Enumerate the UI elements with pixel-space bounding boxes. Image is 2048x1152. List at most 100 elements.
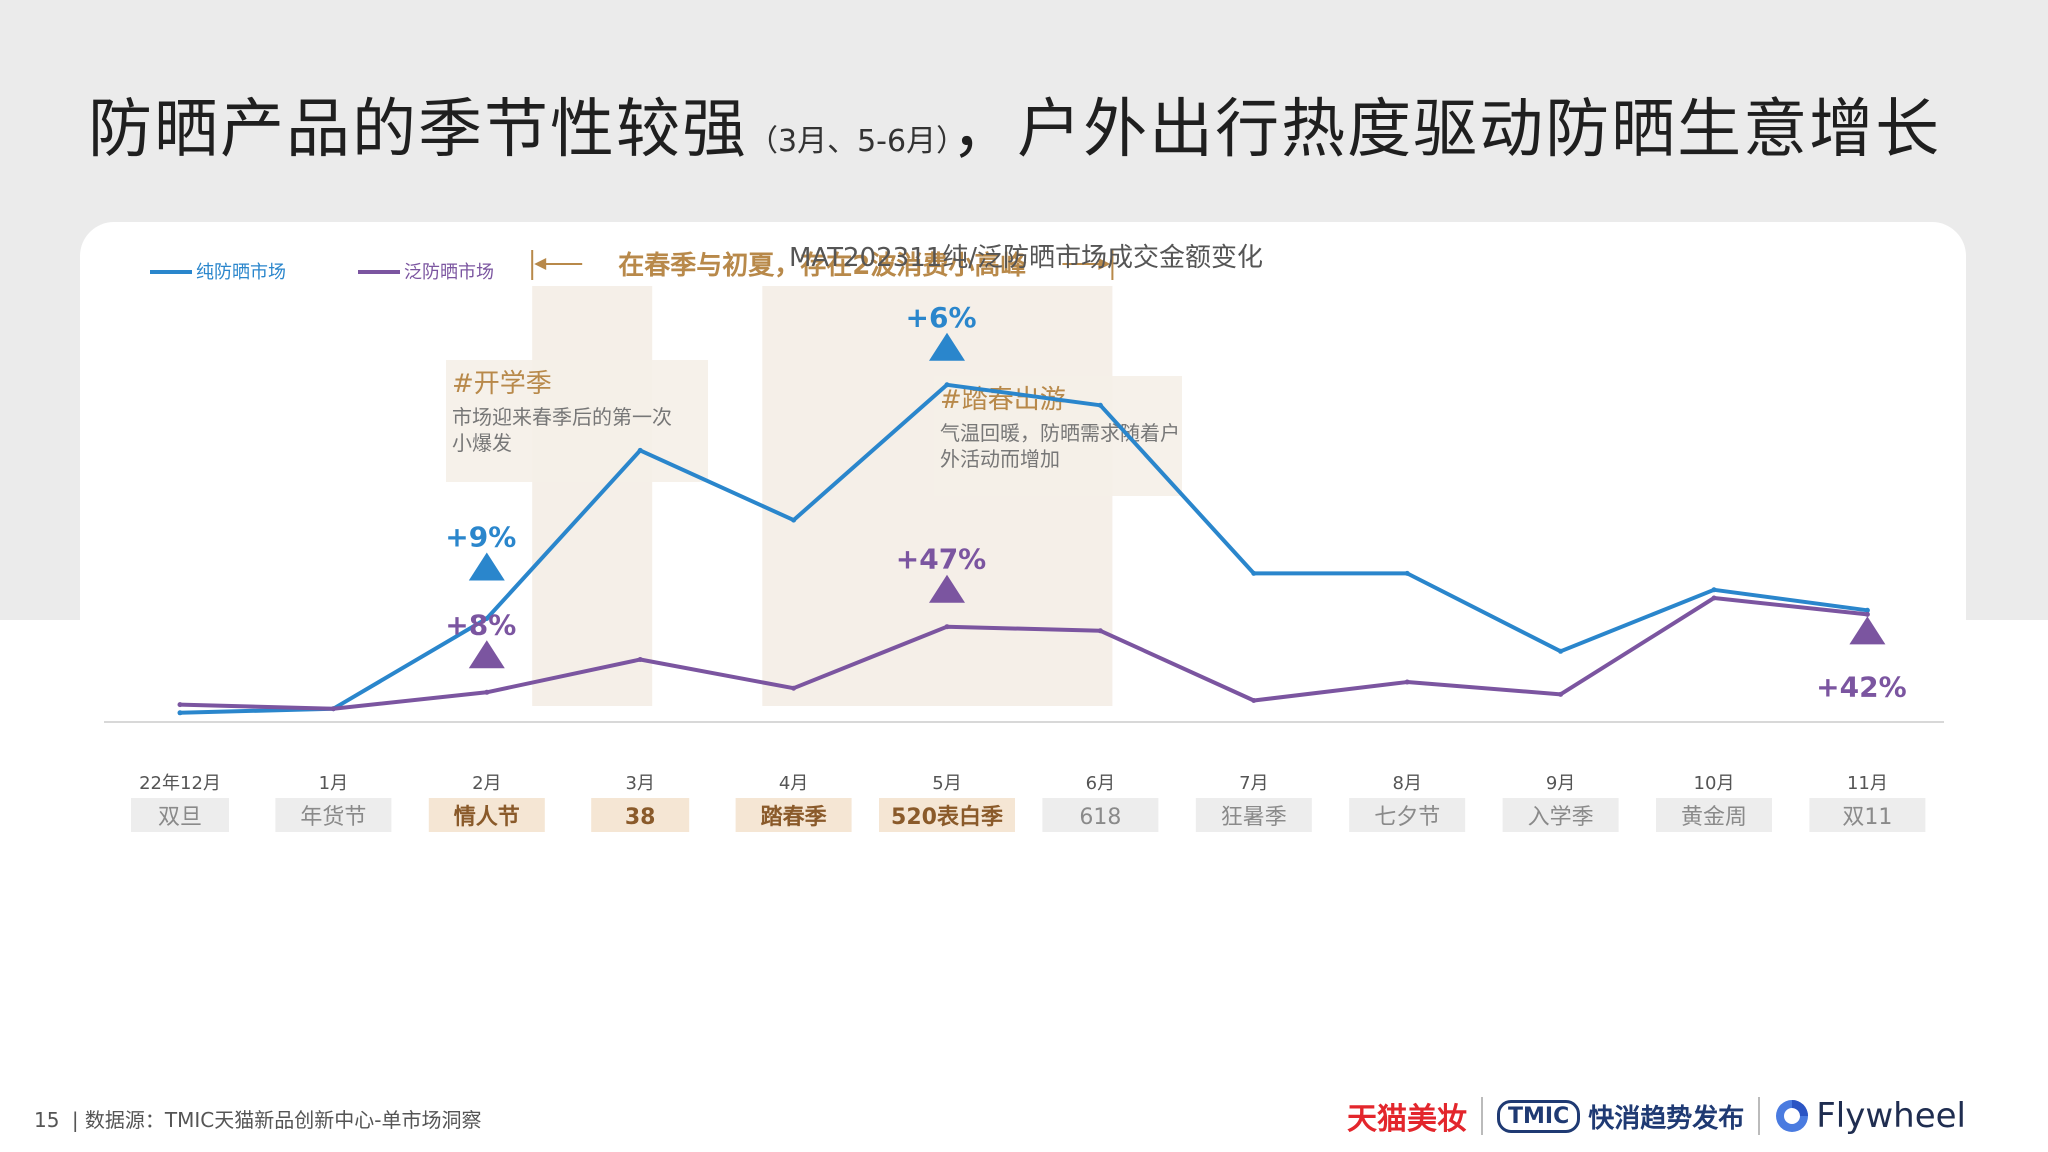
x-tick-label: 2月 (472, 773, 501, 794)
growth-label: +9% (445, 521, 516, 554)
callout-title: #踏春出游 (940, 385, 1066, 415)
event-tag-box (1502, 798, 1619, 832)
data-point (330, 706, 336, 712)
data-point (1404, 679, 1410, 685)
event-tag-box (1349, 798, 1466, 832)
title-paren: （3月、5-6月） (748, 124, 952, 159)
event-tag-box (735, 798, 852, 832)
event-tag-label: 入学季 (1528, 805, 1594, 830)
growth-label: +8% (445, 608, 516, 641)
event-tag-box (1809, 798, 1926, 832)
growth-label: +47% (896, 543, 986, 576)
data-point (1864, 611, 1870, 617)
event-tag-box (591, 798, 690, 832)
data-point (637, 447, 643, 453)
event-tag-box (1042, 798, 1159, 832)
callout-text: 小爆发 (452, 431, 512, 455)
growth-up-triangle-icon (929, 574, 965, 603)
page-number: 15 (34, 1108, 60, 1132)
event-tag-box (879, 798, 1015, 832)
x-tick-label: 1月 (319, 773, 348, 794)
callout-title: #开学季 (452, 369, 552, 399)
data-point (1711, 587, 1717, 593)
brand-divider (1758, 1097, 1761, 1135)
chart-title: MAT202311纯/泛防晒市场成交金额变化 (789, 243, 1263, 273)
callout-box (934, 376, 1182, 496)
brand-divider (1480, 1097, 1483, 1135)
footer-source: 15 | 数据源：TMIC天猫新品创新中心-单市场洞察 (34, 1104, 481, 1133)
data-point (1251, 570, 1257, 576)
x-tick-label: 5月 (932, 773, 961, 794)
flywheel-logo: Flywheel (1774, 1096, 1966, 1136)
data-point (637, 657, 643, 662)
tmall-beauty-logo: 天猫美妆 (1346, 1102, 1467, 1137)
chart-card: 在春季与初夏，存在2波消费小高峰 MAT202311纯/泛防晒市场成交金额变化 纯防… (80, 222, 1966, 1046)
x-tick-label: 11月 (1847, 773, 1888, 794)
data-point (1404, 570, 1410, 576)
growth-label: +6% (906, 301, 977, 334)
data-point (791, 685, 797, 691)
data-point (1251, 698, 1257, 703)
event-tag-label: 双旦 (158, 805, 202, 830)
title-main: 防晒产品的季节性较强 (88, 93, 748, 167)
x-tick-label: 8月 (1392, 773, 1421, 794)
bracket-left-arrow (534, 258, 547, 270)
data-point (944, 382, 950, 388)
growth-up-triangle-icon (1849, 616, 1886, 645)
event-tag-box (1195, 798, 1312, 832)
data-point (484, 689, 490, 695)
x-tick-label: 22年12月 (139, 773, 221, 794)
tmic-label: 快消趋势发布 (1588, 1103, 1745, 1134)
data-point (1711, 595, 1717, 601)
data-point (1864, 607, 1870, 613)
x-tick-label: 4月 (779, 773, 808, 794)
event-tag-label: 黄金周 (1681, 805, 1747, 830)
data-point (944, 624, 950, 630)
callout-text: 气温回暖，防晒需求随着户 (940, 421, 1180, 445)
data-point (177, 710, 183, 716)
brand-logos: 天猫美妆 TMIC 快消趋势发布 Flywheel (1347, 1092, 1966, 1140)
flywheel-icon (1776, 1100, 1809, 1132)
callout-text: 市场迎来春季后的第一次 (452, 405, 672, 429)
season-highlight-band (532, 286, 653, 706)
event-tag-box (131, 798, 229, 832)
tmic-logo: TMIC 快消趋势发布 (1496, 1098, 1745, 1135)
event-tag-label: 双11 (1842, 805, 1892, 830)
data-point (1558, 691, 1564, 697)
event-tag-label: 618 (1079, 805, 1121, 830)
series-line (178, 382, 1870, 715)
callout-text: 外活动而增加 (940, 447, 1060, 471)
data-point (1097, 402, 1103, 408)
event-tag-box (275, 798, 392, 832)
event-tag-box (1656, 798, 1772, 832)
data-point (1097, 628, 1103, 634)
event-tag-label: 520表白季 (891, 804, 1003, 830)
event-tag-label: 情人节 (454, 804, 520, 830)
growth-up-triangle-icon (468, 552, 505, 581)
data-point (1558, 648, 1564, 654)
x-tick-label: 10月 (1694, 773, 1735, 794)
tmic-badge: TMIC (1496, 1099, 1581, 1133)
data-point (177, 702, 183, 708)
line-chart: 在春季与初夏，存在2波消费小高峰MAT202311纯/泛防晒市场成交金额变化纯防… (104, 243, 1944, 832)
flywheel-label: Flywheel (1816, 1096, 1966, 1136)
data-point (484, 616, 490, 621)
bracket-right-arrow (1098, 258, 1111, 270)
event-tag-box (428, 798, 545, 832)
x-tick-label: 3月 (625, 773, 654, 794)
growth-label: +42% (1816, 670, 1906, 703)
x-tick-label: 6月 (1086, 773, 1115, 794)
x-tick-label: 9月 (1546, 773, 1575, 794)
source-text: 数据源：TMIC天猫新品创新中心-单市场洞察 (84, 1108, 482, 1132)
event-tag-label: 38 (625, 805, 656, 830)
footer-divider: | (71, 1108, 79, 1132)
event-tag-label: 踏春季 (761, 805, 827, 830)
bracket-annotation-label: 在春季与初夏，存在2波消费小高峰 (618, 250, 1026, 281)
data-point (791, 517, 797, 523)
legend-label: 泛防晒市场 (404, 262, 494, 283)
page-title: 防晒产品的季节性较强（3月、5-6月），户外出行热度驱动防晒生意增长 (88, 78, 1988, 170)
event-tag-label: 狂暑季 (1221, 805, 1287, 830)
x-tick-label: 7月 (1239, 773, 1268, 794)
growth-up-triangle-icon (468, 640, 505, 669)
title-rest: ，户外出行热度驱动防晒生意增长 (951, 93, 1942, 167)
